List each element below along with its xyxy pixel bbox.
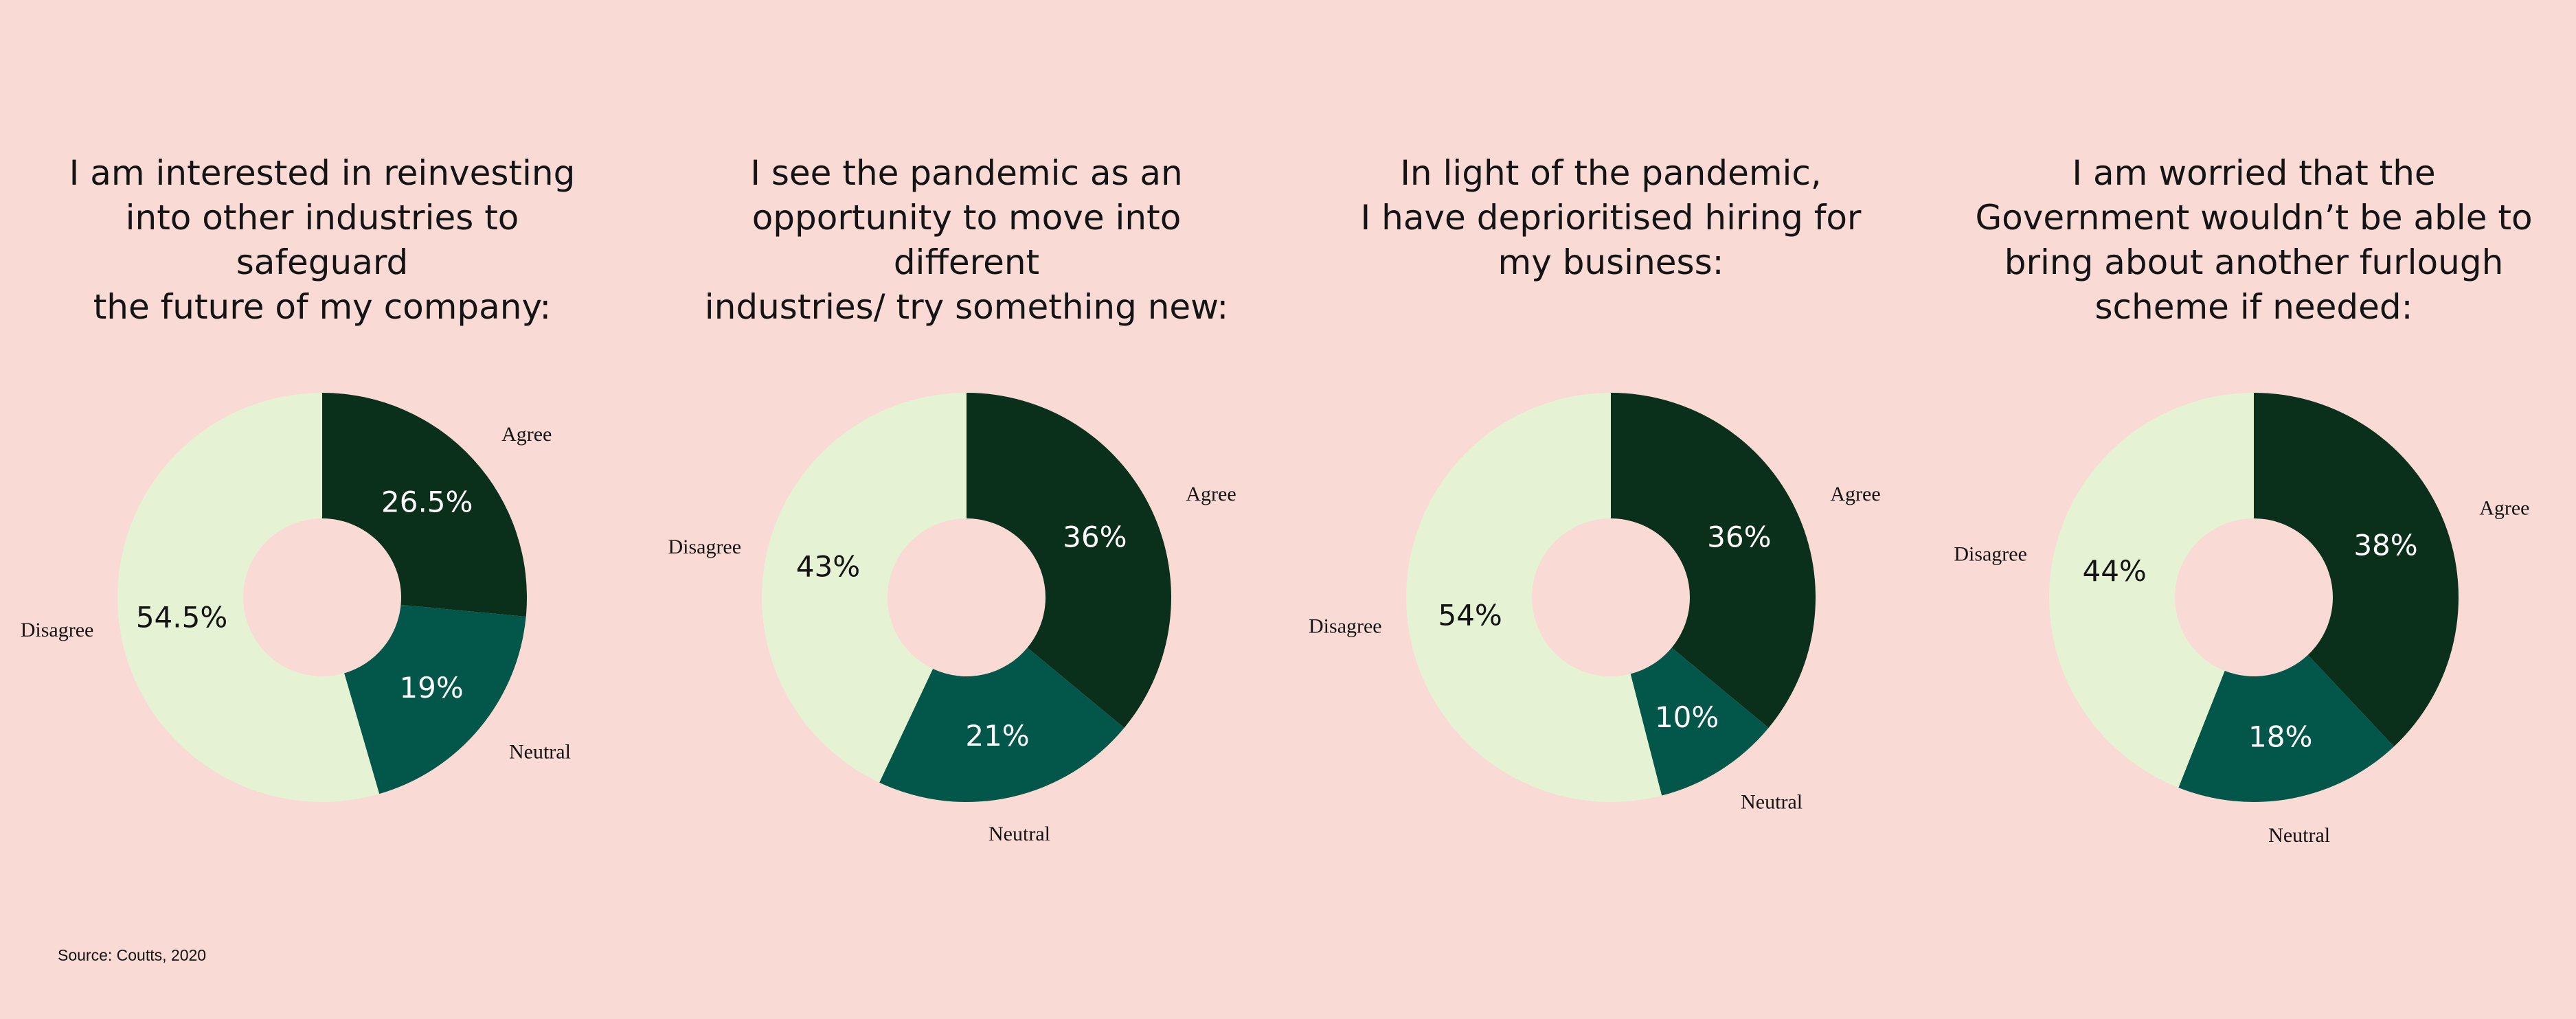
donut-chart: 26.5% Agree 19% Neutral 54.5% Disagree: [21, 392, 571, 802]
chart-title: I am worried that the Government wouldn’…: [1975, 153, 2533, 327]
value-label-disagree: 44%: [2082, 554, 2146, 588]
donut-chart: 36% Agree 21% Neutral 43% Disagree: [668, 393, 1236, 845]
slice-disagree: [1406, 393, 1662, 802]
donut-chart: 38% Agree 18% Neutral 44% Disagree: [1954, 393, 2530, 847]
value-label-disagree: 54%: [1438, 598, 1502, 632]
donut-panel-furlough: I am worried that the Government wouldn’…: [1932, 0, 2576, 893]
category-label-agree: Agree: [1830, 483, 1880, 505]
category-label-agree: Agree: [2479, 497, 2529, 520]
value-label-agree: 38%: [2353, 528, 2417, 562]
slice-agree: [322, 393, 527, 617]
chart-title: In light of the pandemic, I have deprior…: [1360, 153, 1862, 282]
slice-neutral: [879, 648, 1125, 802]
category-label-disagree: Disagree: [668, 536, 741, 558]
slice-disagree: [2049, 393, 2254, 788]
slice-neutral: [344, 604, 526, 794]
category-label-agree: Agree: [501, 423, 552, 446]
chart-title: I see the pandemic as an opportunity to …: [704, 153, 1229, 327]
value-label-agree: 36%: [1707, 520, 1771, 554]
slice-agree: [2254, 393, 2459, 747]
category-label-neutral: Neutral: [988, 823, 1050, 845]
donut-panel-opportunity: I see the pandemic as an opportunity to …: [644, 0, 1289, 893]
slice-disagree: [762, 393, 967, 783]
category-label-disagree: Disagree: [21, 619, 94, 641]
category-label-disagree: Disagree: [1954, 543, 2027, 566]
slice-neutral: [1630, 648, 1769, 796]
slice-neutral: [2178, 654, 2394, 802]
slice-agree: [1611, 393, 1816, 728]
value-label-neutral: 19%: [399, 671, 463, 705]
slice-agree: [967, 393, 1171, 728]
category-label-disagree: Disagree: [1309, 615, 1382, 638]
donut-panel-hiring: In light of the pandemic, I have deprior…: [1289, 0, 1933, 893]
category-label-agree: Agree: [1186, 483, 1236, 505]
source-note: Source: Coutts, 2020: [58, 946, 207, 964]
value-label-agree: 26.5%: [381, 485, 473, 519]
value-label-neutral: 18%: [2248, 720, 2312, 753]
category-label-neutral: Neutral: [1741, 791, 1803, 814]
value-label-neutral: 21%: [965, 719, 1029, 753]
slice-disagree: [117, 392, 380, 802]
value-label-neutral: 10%: [1655, 700, 1719, 734]
category-label-neutral: Neutral: [2268, 824, 2330, 847]
donut-chart: 36% Agree 10% Neutral 54% Disagree: [1309, 393, 1881, 814]
chart-title: I am interested in reinvesting into othe…: [69, 153, 576, 327]
donut-panel-reinvesting: I am interested in reinvesting into othe…: [0, 0, 644, 893]
category-label-neutral: Neutral: [509, 741, 571, 764]
value-label-disagree: 54.5%: [136, 601, 227, 634]
value-label-disagree: 43%: [796, 549, 860, 583]
value-label-agree: 36%: [1063, 520, 1127, 554]
